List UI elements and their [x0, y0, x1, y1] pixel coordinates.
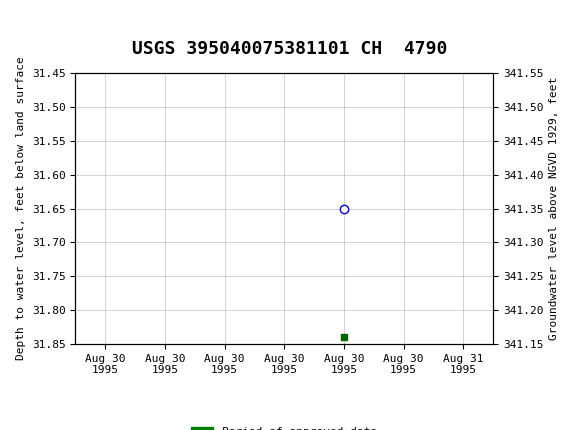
Y-axis label: Groundwater level above NGVD 1929, feet: Groundwater level above NGVD 1929, feet [549, 77, 559, 340]
Legend: Period of approved data: Period of approved data [187, 423, 382, 430]
Text: ▒USGS: ▒USGS [17, 15, 76, 37]
Text: USGS 395040075381101 CH  4790: USGS 395040075381101 CH 4790 [132, 40, 448, 58]
Y-axis label: Depth to water level, feet below land surface: Depth to water level, feet below land su… [16, 57, 26, 360]
